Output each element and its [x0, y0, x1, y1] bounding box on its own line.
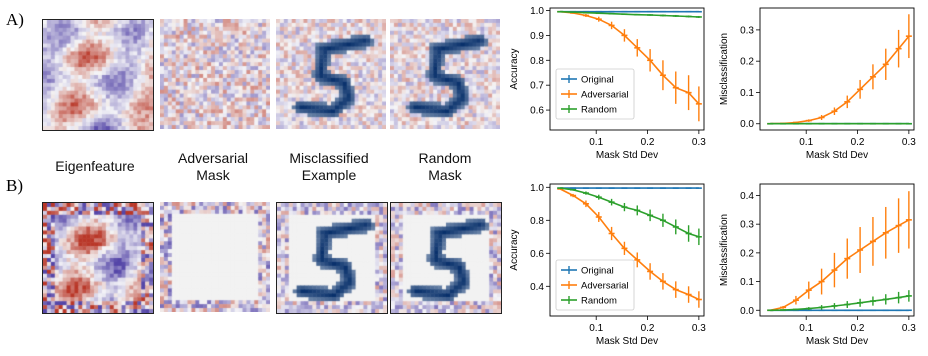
y-tick-label: 0.8: [530, 56, 544, 67]
eigenfeature-image-a: [42, 19, 154, 131]
x-tick-label: 0.1: [799, 323, 813, 334]
series-random: [767, 290, 912, 312]
x-tick-label: 0.3: [902, 137, 916, 148]
y-axis-label: Misclassification: [719, 33, 730, 105]
series-adversarial: [767, 14, 912, 125]
y-tick-label: 0.0: [740, 306, 754, 317]
plot-frame: [549, 183, 705, 317]
x-axis-label: Mask Std Dev: [596, 336, 658, 347]
adversarial-mask-image-b: [160, 202, 270, 312]
y-tick-label: 0.3: [740, 25, 754, 36]
y-tick-label: 0.7: [530, 81, 544, 92]
legend: Original Adversarial Random: [555, 259, 635, 311]
eigenfeature-image-b: [42, 202, 154, 314]
x-tick-label: 0.1: [589, 323, 603, 334]
y-tick-label: 0.4: [740, 191, 754, 202]
legend-box: [555, 68, 635, 120]
caption-adversarial-line2: Mask: [196, 167, 230, 183]
adversarial-mask-image-a: [160, 19, 270, 129]
caption-misclassified-example: Misclassified Example: [274, 150, 384, 184]
series-random: [557, 10, 702, 18]
caption-random-line2: Mask: [428, 167, 462, 183]
y-tick-label: 0.0: [740, 119, 754, 130]
series-random: [557, 187, 702, 246]
caption-eigenfeature: Eigenfeature: [40, 158, 150, 175]
legend-label: Original: [581, 266, 614, 277]
x-axis-label: Mask Std Dev: [806, 336, 868, 347]
y-tick-label: 0.6: [530, 249, 544, 260]
x-tick-label: 0.2: [851, 137, 865, 148]
legend-label: Original: [581, 75, 614, 86]
y-tick-label: 0.4: [530, 282, 544, 293]
y-tick-label: 1.0: [530, 183, 544, 194]
series-line: [559, 188, 700, 301]
caption-adversarial-line1: Adversarial: [177, 150, 249, 166]
x-tick-label: 0.3: [902, 323, 916, 334]
series-line: [560, 187, 700, 238]
misclassified-example-image-b: [276, 202, 388, 314]
y-axis-label: Accuracy: [509, 48, 520, 89]
plot-frame: [759, 183, 915, 317]
chart-a-misclassification: 0.1 0.2 0.3 0.0 0.1 0.2 0.3 Mask Std Dev Misclas…: [719, 7, 916, 161]
chart-b-accuracy: 0.1 0.2 0.3 0.4 0.6 0.8 1.0 Mask Std Dev Accurac…: [509, 183, 706, 347]
y-axis-label: Accuracy: [509, 229, 520, 270]
series-line: [770, 35, 910, 125]
row-label-b: B): [6, 176, 23, 195]
x-tick-label: 0.2: [641, 137, 655, 148]
legend-box: [555, 259, 635, 311]
y-tick-label: 1.0: [530, 6, 544, 17]
caption-random-line1: Random: [418, 150, 472, 166]
x-tick-label: 0.3: [692, 137, 706, 148]
legend-label: Adversarial: [581, 281, 629, 292]
y-tick-label: 0.2: [740, 57, 754, 68]
x-tick-label: 0.2: [851, 323, 865, 334]
series-adversarial: [767, 191, 912, 312]
caption-random-mask: Random Mask: [390, 150, 500, 184]
chart-b-misclassification: 0.1 0.2 0.3 0.0 0.1 0.2 0.3 0.4 Mask Std Dev Misc…: [719, 183, 916, 347]
legend-label: Random: [581, 296, 617, 307]
caption-eigenfeature-line1: Eigenfeature: [55, 158, 135, 174]
y-tick-label: 0.3: [740, 220, 754, 231]
legend-label: Random: [581, 105, 617, 116]
caption-misclassified-line2: Example: [301, 167, 357, 183]
x-tick-label: 0.3: [692, 323, 706, 334]
x-tick-label: 0.2: [641, 323, 655, 334]
plot-frame: [549, 7, 705, 131]
x-axis-label: Mask Std Dev: [806, 150, 868, 161]
caption-misclassified-line1: Misclassified: [289, 150, 369, 166]
y-tick-label: 0.9: [530, 31, 544, 42]
legend: Original Adversarial Random: [555, 68, 635, 120]
x-tick-label: 0.1: [589, 137, 603, 148]
random-mask-image-b: [390, 202, 502, 314]
misclassified-example-image-a: [276, 19, 386, 129]
y-tick-label: 0.6: [530, 106, 544, 117]
series-line: [770, 219, 910, 312]
row-label-a: A): [6, 10, 24, 29]
random-mask-image-a: [390, 19, 500, 129]
plot-frame: [759, 7, 915, 131]
y-axis-label: Misclassification: [719, 214, 730, 286]
y-tick-label: 0.1: [740, 88, 754, 99]
y-tick-label: 0.2: [740, 248, 754, 259]
y-tick-label: 0.1: [740, 277, 754, 288]
legend-label: Adversarial: [581, 90, 629, 101]
x-axis-label: Mask Std Dev: [596, 150, 658, 161]
caption-adversarial-mask: Adversarial Mask: [158, 150, 268, 184]
y-tick-label: 0.8: [530, 216, 544, 227]
x-tick-label: 0.1: [799, 137, 813, 148]
chart-a-accuracy: 0.1 0.2 0.3 0.6 0.7 0.8 0.9 1.0 Mask Std Dev Accu…: [509, 6, 706, 161]
